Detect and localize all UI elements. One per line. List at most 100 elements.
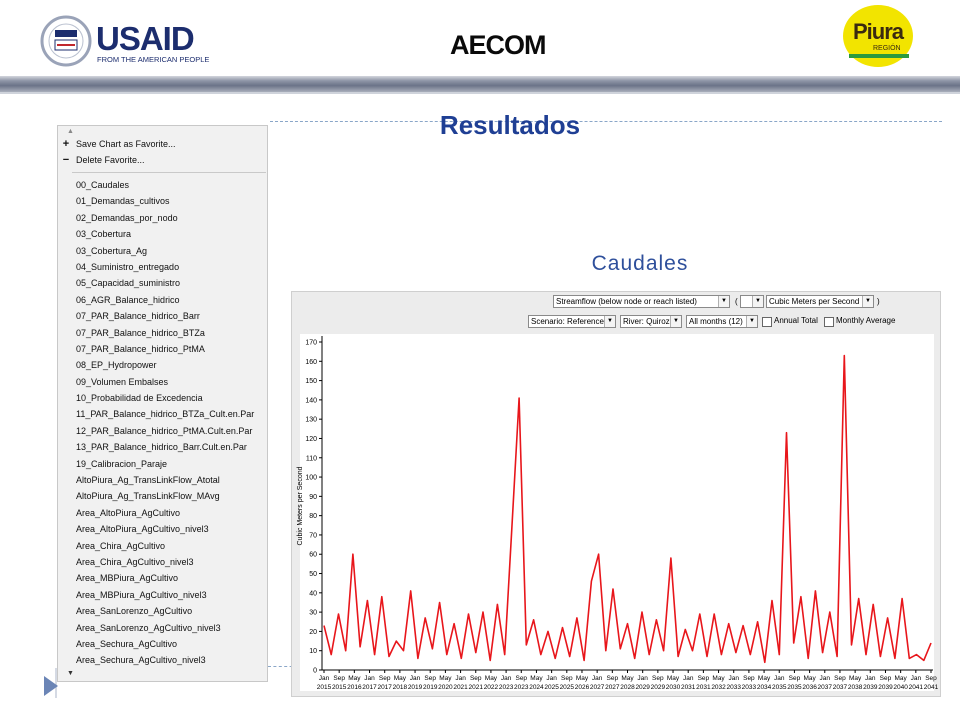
x-tick-month-label: Jan — [592, 675, 603, 682]
x-tick-year-label: 2015 — [332, 684, 347, 691]
x-tick-month-label: May — [712, 675, 725, 682]
scroll-down-icon[interactable]: ▼ — [67, 670, 74, 677]
x-tick-year-label: 2027 — [605, 684, 620, 691]
scroll-up-icon[interactable]: ▲ — [67, 128, 74, 135]
chart-subtitle: Caudales — [591, 252, 689, 275]
y-tick-label: 150 — [305, 378, 317, 385]
x-tick-month-label: Jan — [774, 675, 785, 682]
favorite-item[interactable]: 06_AGR_Balance_hidrico — [76, 294, 180, 305]
x-tick-month-label: Jan — [546, 675, 557, 682]
favorite-item[interactable]: Area_Chira_AgCultivo — [76, 540, 166, 551]
favorite-item[interactable]: 08_EP_Hydropower — [76, 360, 157, 371]
favorite-item[interactable]: 03_Cobertura_Ag — [76, 245, 148, 256]
x-tick-month-label: Sep — [561, 675, 573, 682]
x-tick-month-label: Jan — [364, 675, 375, 682]
monthly-average-checkbox[interactable] — [824, 317, 834, 327]
y-tick-label: 160 — [305, 359, 317, 366]
unit-select[interactable]: Cubic Meters per Second ▼ — [766, 295, 874, 308]
favorite-item[interactable]: 11_PAR_Balance_hidrico_BTZa_Cult.en.Par — [76, 409, 255, 420]
save-favorite-menu-item[interactable]: + Save Chart as Favorite... — [63, 137, 176, 151]
plus-icon: + — [62, 138, 70, 150]
x-tick-month-label: Jan — [728, 675, 739, 682]
favorite-item[interactable]: 07_PAR_Balance_hidrico_BTZa — [76, 327, 205, 338]
x-tick-month-label: Jan — [911, 675, 922, 682]
x-tick-month-label: May — [348, 675, 361, 682]
favorite-item[interactable]: Area_MBPiura_AgCultivo — [76, 573, 179, 584]
favorite-item[interactable]: 03_Cobertura — [76, 229, 132, 240]
favorite-item[interactable]: 04_Suministro_entregado — [76, 261, 180, 272]
favorite-item[interactable]: AltoPiura_Ag_TransLinkFlow_MAvg — [76, 491, 220, 502]
x-tick-year-label: 2036 — [802, 684, 817, 691]
chart-panel: Streamflow (below node or reach listed) … — [291, 291, 941, 697]
favorite-item[interactable]: Area_MBPiura_AgCultivo_nivel3 — [76, 589, 207, 600]
chevron-down-icon: ▼ — [718, 296, 729, 307]
favorite-item[interactable]: AltoPiura_Ag_TransLinkFlow_Atotal — [76, 475, 220, 486]
x-tick-month-label: Jan — [865, 675, 876, 682]
favorite-item[interactable]: 13_PAR_Balance_hidrico_Barr.Cult.en.Par — [76, 442, 247, 453]
y-tick-label: 20 — [309, 629, 317, 636]
streamflow-chart: 0102030405060708090100110120130140150160… — [297, 336, 939, 691]
chevron-down-icon: ▼ — [604, 316, 615, 327]
favorite-item[interactable]: 05_Capacidad_suministro — [76, 278, 181, 289]
chevron-down-icon: ▼ — [752, 296, 763, 307]
piura-sub: REGIÓN — [873, 45, 901, 52]
x-tick-month-label: Sep — [379, 675, 391, 682]
x-tick-year-label: 2039 — [863, 684, 878, 691]
favorite-item[interactable]: 07_PAR_Balance_hidrico_Barr — [76, 311, 200, 322]
favorite-item[interactable]: 00_Caudales — [76, 180, 130, 190]
favorite-item[interactable]: 12_PAR_Balance_hidrico_PtMA.Cult.en.Par — [76, 425, 253, 436]
x-tick-month-label: Jan — [820, 675, 831, 682]
x-tick-year-label: 2034 — [757, 684, 772, 691]
months-select[interactable]: All months (12) ▼ — [686, 315, 758, 328]
y-tick-label: 40 — [309, 590, 317, 597]
variable-select[interactable]: Streamflow (below node or reach listed) … — [553, 295, 730, 308]
delete-favorite-label: Delete Favorite... — [76, 155, 145, 165]
favorite-item[interactable]: Area_AltoPiura_AgCultivo_nivel3 — [76, 524, 209, 535]
favorite-item[interactable]: Area_Chira_AgCultivo_nivel3 — [76, 556, 194, 567]
x-tick-year-label: 2028 — [620, 684, 635, 691]
x-tick-month-label: May — [394, 675, 407, 682]
favorite-item[interactable]: Area_Sechura_AgCultivo_nivel3 — [76, 655, 206, 666]
x-tick-year-label: 2023 — [499, 684, 514, 691]
favorite-item[interactable]: Area_Sechura_AgCultivo — [76, 638, 178, 649]
x-tick-year-label: 2027 — [590, 684, 605, 691]
river-select[interactable]: River: Quiroz ▼ — [620, 315, 682, 328]
delete-favorite-menu-item[interactable]: − Delete Favorite... — [63, 153, 145, 167]
x-tick-month-label: Sep — [698, 675, 710, 682]
favorite-item[interactable]: 09_Volumen Embalses — [76, 376, 169, 387]
node-select[interactable]: ▼ — [740, 295, 764, 308]
x-tick-month-label: May — [530, 675, 543, 682]
x-tick-year-label: 2040 — [893, 684, 908, 691]
favorite-item[interactable]: 07_PAR_Balance_hidrico_PtMA — [76, 343, 205, 354]
x-tick-month-label: Sep — [470, 675, 482, 682]
favorite-item[interactable]: 01_Demandas_cultivos — [76, 196, 170, 207]
x-tick-month-label: May — [667, 675, 680, 682]
scenario-select[interactable]: Scenario: Reference ▼ — [528, 315, 616, 328]
favorites-list: 00_Caudales 01_Demandas_cultivos 02_Demand… — [76, 177, 254, 669]
favorite-item[interactable]: 19_Calibracion_Paraje — [76, 458, 168, 469]
x-tick-year-label: 2032 — [711, 684, 726, 691]
x-tick-month-label: May — [849, 675, 862, 682]
y-tick-label: 50 — [309, 571, 317, 578]
x-tick-year-label: 2031 — [696, 684, 711, 691]
months-select-value: All months (12) — [689, 317, 743, 326]
x-tick-month-label: Jan — [319, 675, 330, 682]
streamflow-series-line — [323, 354, 932, 664]
favorite-item[interactable]: 10_Probabilidad de Excedencia — [76, 393, 203, 404]
y-tick-label: 170 — [305, 340, 317, 347]
x-tick-month-label: Sep — [743, 675, 755, 682]
y-tick-label: 70 — [309, 532, 317, 539]
y-tick-label: 130 — [305, 417, 317, 424]
x-tick-year-label: 2029 — [635, 684, 650, 691]
y-tick-label: 110 — [306, 455, 317, 462]
monthly-average-label: Monthly Average — [836, 316, 896, 325]
x-tick-year-label: 2015 — [317, 684, 332, 691]
x-tick-year-label: 2022 — [484, 684, 499, 691]
favorite-item[interactable]: Area_SanLorenzo_AgCultivo_nivel3 — [76, 622, 221, 633]
annual-total-checkbox[interactable] — [762, 317, 772, 327]
favorite-item[interactable]: 02_Demandas_por_nodo — [76, 212, 178, 223]
favorite-item[interactable]: Area_SanLorenzo_AgCultivo — [76, 606, 193, 617]
x-tick-month-label: May — [758, 675, 771, 682]
favorite-item[interactable]: Area_AltoPiura_AgCultivo — [76, 507, 181, 518]
unit-select-value: Cubic Meters per Second — [769, 297, 860, 306]
